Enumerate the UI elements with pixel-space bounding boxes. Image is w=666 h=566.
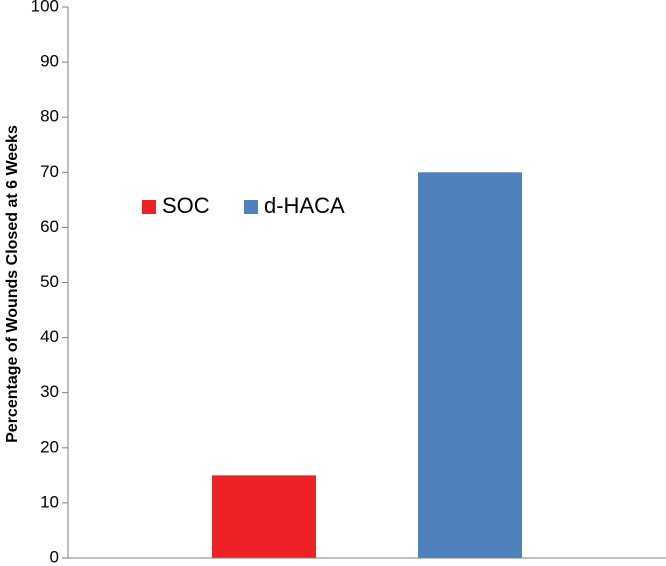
bar-soc: [212, 475, 316, 558]
y-tick-label: 100: [31, 0, 59, 15]
y-tick-label: 40: [40, 327, 59, 346]
y-tick-label: 50: [40, 272, 59, 291]
y-tick-label: 30: [40, 382, 59, 401]
legend-swatch-soc: [142, 200, 156, 214]
y-tick-label: 90: [40, 52, 59, 71]
y-tick-label: 70: [40, 162, 59, 181]
legend-label-soc: SOC: [162, 193, 210, 218]
y-axis-title: Percentage of Wounds Closed at 6 Weeks: [4, 125, 21, 443]
legend: SOC d-HACA: [142, 193, 345, 218]
y-tick-label: 0: [50, 547, 59, 566]
y-tick-label: 10: [40, 492, 59, 511]
legend-label-d-haca: d-HACA: [264, 193, 345, 218]
legend-swatch-d-haca: [244, 200, 258, 214]
y-tick-label: 80: [40, 107, 59, 126]
y-tick-label: 60: [40, 217, 59, 236]
bar-d-haca: [418, 172, 522, 559]
y-tick-label: 20: [40, 437, 59, 456]
